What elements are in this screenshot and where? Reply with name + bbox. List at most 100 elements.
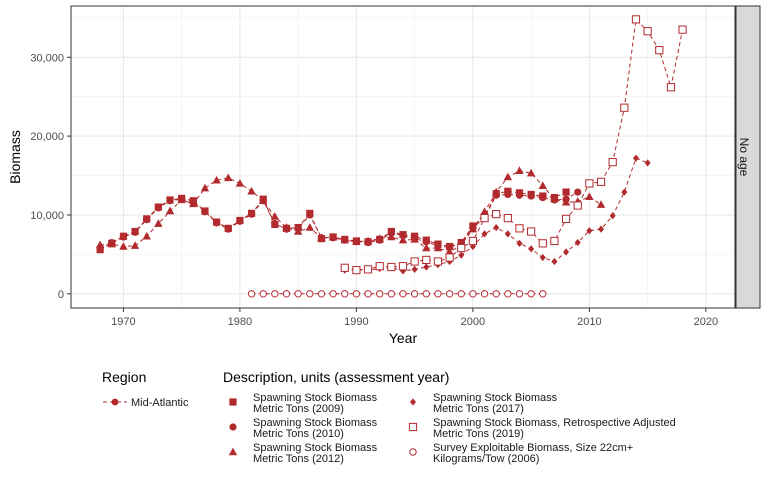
legend-entry-line1: Spawning Stock Biomass xyxy=(253,417,378,429)
facet-label: No age xyxy=(737,138,751,177)
data-point xyxy=(271,220,279,228)
data-point xyxy=(294,290,302,298)
data-point xyxy=(213,219,221,227)
data-point xyxy=(375,262,384,271)
data-point xyxy=(644,159,651,167)
y-axis-label: Biomass xyxy=(7,130,23,184)
legend-entry-line1: Spawning Stock Biomass xyxy=(253,442,378,454)
data-point xyxy=(527,192,535,200)
y-tick-label: 0 xyxy=(58,289,64,301)
x-tick-label: 1980 xyxy=(228,316,252,328)
data-point xyxy=(306,290,314,298)
data-point xyxy=(119,233,128,241)
data-point xyxy=(539,194,547,202)
data-point xyxy=(515,191,524,199)
legend-key-circle xyxy=(229,423,237,431)
data-point xyxy=(422,243,431,252)
data-point xyxy=(480,290,489,298)
data-point xyxy=(480,207,489,216)
data-point xyxy=(433,243,443,252)
legend-key-diamond xyxy=(410,398,416,406)
data-point xyxy=(527,290,535,298)
facet-strip xyxy=(735,5,761,309)
y-tick-label: 20,000 xyxy=(30,131,64,143)
data-point xyxy=(293,227,303,235)
data-point xyxy=(352,237,361,245)
data-point xyxy=(143,216,151,224)
data-series xyxy=(95,15,687,298)
legend-key-triangle xyxy=(228,447,238,456)
x-tick-label: 1970 xyxy=(111,316,135,328)
data-point xyxy=(422,255,431,265)
legend-description: Description, units (assessment year) Spa… xyxy=(223,369,676,465)
legend-entry-line2: Metric Tons (2017) xyxy=(433,403,524,415)
data-point xyxy=(282,290,291,298)
data-point xyxy=(212,175,221,184)
data-point xyxy=(550,194,559,203)
data-point xyxy=(422,238,430,246)
data-point xyxy=(515,224,524,233)
data-point xyxy=(550,236,559,246)
data-point xyxy=(515,166,524,174)
data-point xyxy=(561,214,571,223)
data-point xyxy=(142,231,151,240)
data-point xyxy=(423,263,430,271)
data-point xyxy=(329,290,337,298)
data-point xyxy=(445,253,454,262)
data-point xyxy=(201,208,209,216)
data-point xyxy=(306,211,314,219)
data-point xyxy=(516,239,523,247)
data-point xyxy=(527,227,536,236)
data-point xyxy=(387,290,396,298)
data-point xyxy=(387,232,396,241)
legend-entry-line2: Metric Tons (2009) xyxy=(253,403,344,415)
legend-key-square xyxy=(229,398,237,406)
legend-region-entry: Mid-Atlantic xyxy=(131,397,189,409)
data-point xyxy=(247,290,256,298)
x-tick-label: 2020 xyxy=(694,316,718,328)
data-point xyxy=(585,179,594,188)
data-point xyxy=(596,177,606,186)
data-point xyxy=(317,290,326,298)
data-point xyxy=(504,290,512,298)
data-point xyxy=(445,247,454,256)
data-point xyxy=(247,210,256,218)
legend-region-title: Region xyxy=(102,369,146,385)
data-point xyxy=(165,206,175,215)
data-point xyxy=(481,230,488,238)
x-tick-label: 1990 xyxy=(344,316,368,328)
data-point xyxy=(551,257,558,266)
data-point xyxy=(200,183,210,192)
legend-description-item: Spawning Stock Biomass, Retrospective Ad… xyxy=(408,417,676,440)
data-point xyxy=(480,214,489,223)
data-point xyxy=(270,212,280,220)
data-point xyxy=(457,243,466,253)
data-point xyxy=(247,186,256,195)
data-point xyxy=(655,46,664,55)
data-point xyxy=(364,290,372,298)
data-point xyxy=(411,265,418,273)
legend-entry-line2: Metric Tons (2010) xyxy=(253,428,344,440)
data-point xyxy=(445,290,454,298)
data-point xyxy=(643,27,652,36)
series-circle-open xyxy=(247,290,547,298)
grid-lines xyxy=(71,6,735,308)
data-point xyxy=(598,225,605,233)
data-point xyxy=(515,290,524,298)
data-point xyxy=(363,236,373,245)
data-point xyxy=(224,225,232,233)
legend-region-marker xyxy=(111,398,119,406)
data-point xyxy=(189,199,198,208)
data-point xyxy=(528,245,535,253)
data-point xyxy=(596,200,606,208)
data-point xyxy=(631,15,641,24)
data-point xyxy=(376,290,384,298)
data-point xyxy=(493,223,500,232)
data-point xyxy=(340,235,349,244)
legend-key-circle-open xyxy=(409,448,417,456)
data-point xyxy=(561,197,571,206)
